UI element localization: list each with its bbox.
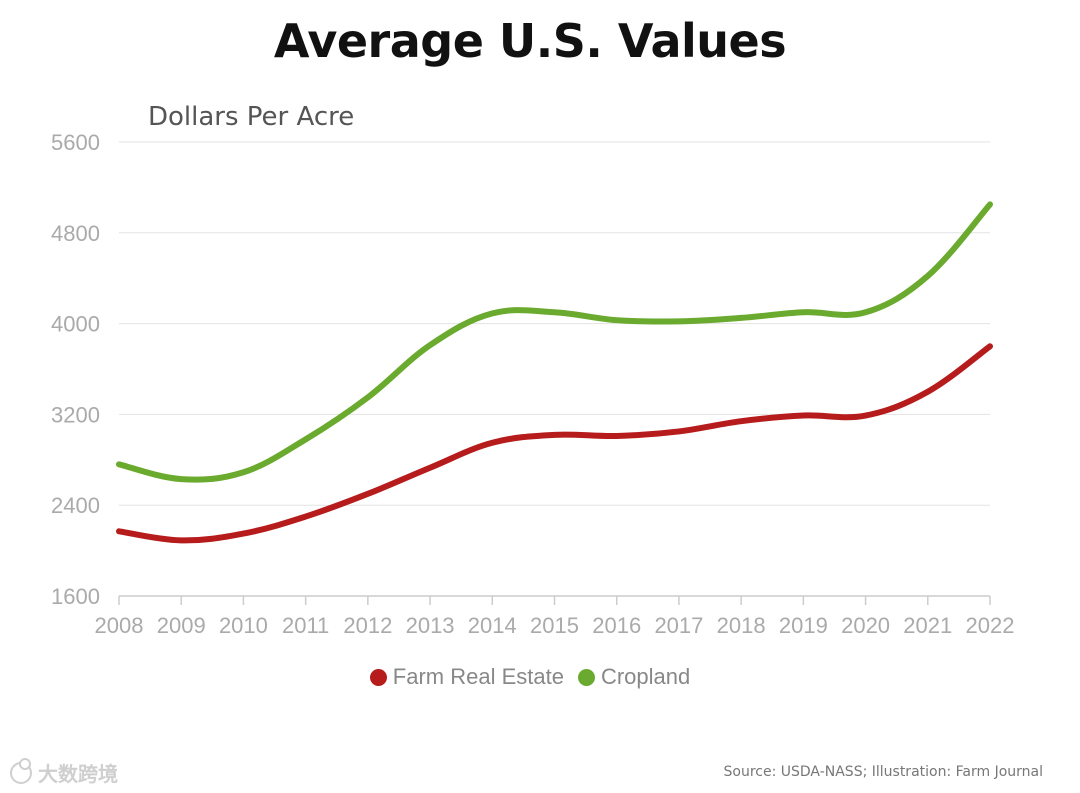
y-tick-label: 1600 [51, 584, 100, 609]
x-tick-label: 2019 [779, 613, 828, 638]
legend-dot-icon [577, 668, 595, 686]
x-tick-label: 2009 [157, 613, 206, 638]
series-line-farm-real-estate [116, 343, 993, 544]
y-axis-unit-label: Dollars Per Acre [148, 102, 354, 132]
x-tick-label: 2013 [406, 613, 455, 638]
x-tick-label: 2016 [592, 613, 641, 638]
y-tick-label: 2400 [51, 493, 100, 518]
x-tick-label: 2014 [468, 613, 517, 638]
x-tick-label: 2008 [95, 613, 144, 638]
x-tick-label: 2017 [654, 613, 703, 638]
series-line-cropland [116, 201, 993, 483]
x-tick-label: 2022 [966, 613, 1015, 638]
x-tick-label: 2020 [841, 613, 890, 638]
x-tick-label: 2015 [530, 613, 579, 638]
x-tick-label: 2018 [717, 613, 766, 638]
x-tick-label: 2012 [343, 613, 392, 638]
y-tick-label: 5600 [51, 130, 100, 155]
legend-item-farm-real-estate[interactable]: Farm Real Estate [369, 664, 564, 690]
y-tick-label: 4800 [51, 221, 100, 246]
y-tick-label: 4000 [51, 312, 100, 337]
x-tick-label: 2021 [903, 613, 952, 638]
x-tick-label: 2011 [282, 613, 329, 638]
chart-title: Average U.S. Values [273, 14, 787, 68]
legend: Farm Real Estate Cropland [0, 664, 1060, 690]
y-tick-label: 3200 [51, 402, 100, 427]
x-tick-label: 2010 [219, 613, 268, 638]
legend-dot-icon [369, 668, 387, 686]
legend-item-cropland[interactable]: Cropland [577, 664, 691, 690]
watermark-text: 大数跨境 [38, 762, 118, 786]
watermark-logo-icon [10, 757, 32, 784]
watermark: 大数跨境 [10, 757, 118, 787]
legend-label: Farm Real Estate [392, 664, 564, 689]
legend-label: Cropland [600, 664, 691, 689]
source-credit: Source: USDA-NASS; Illustration: Farm Jo… [723, 764, 1043, 780]
